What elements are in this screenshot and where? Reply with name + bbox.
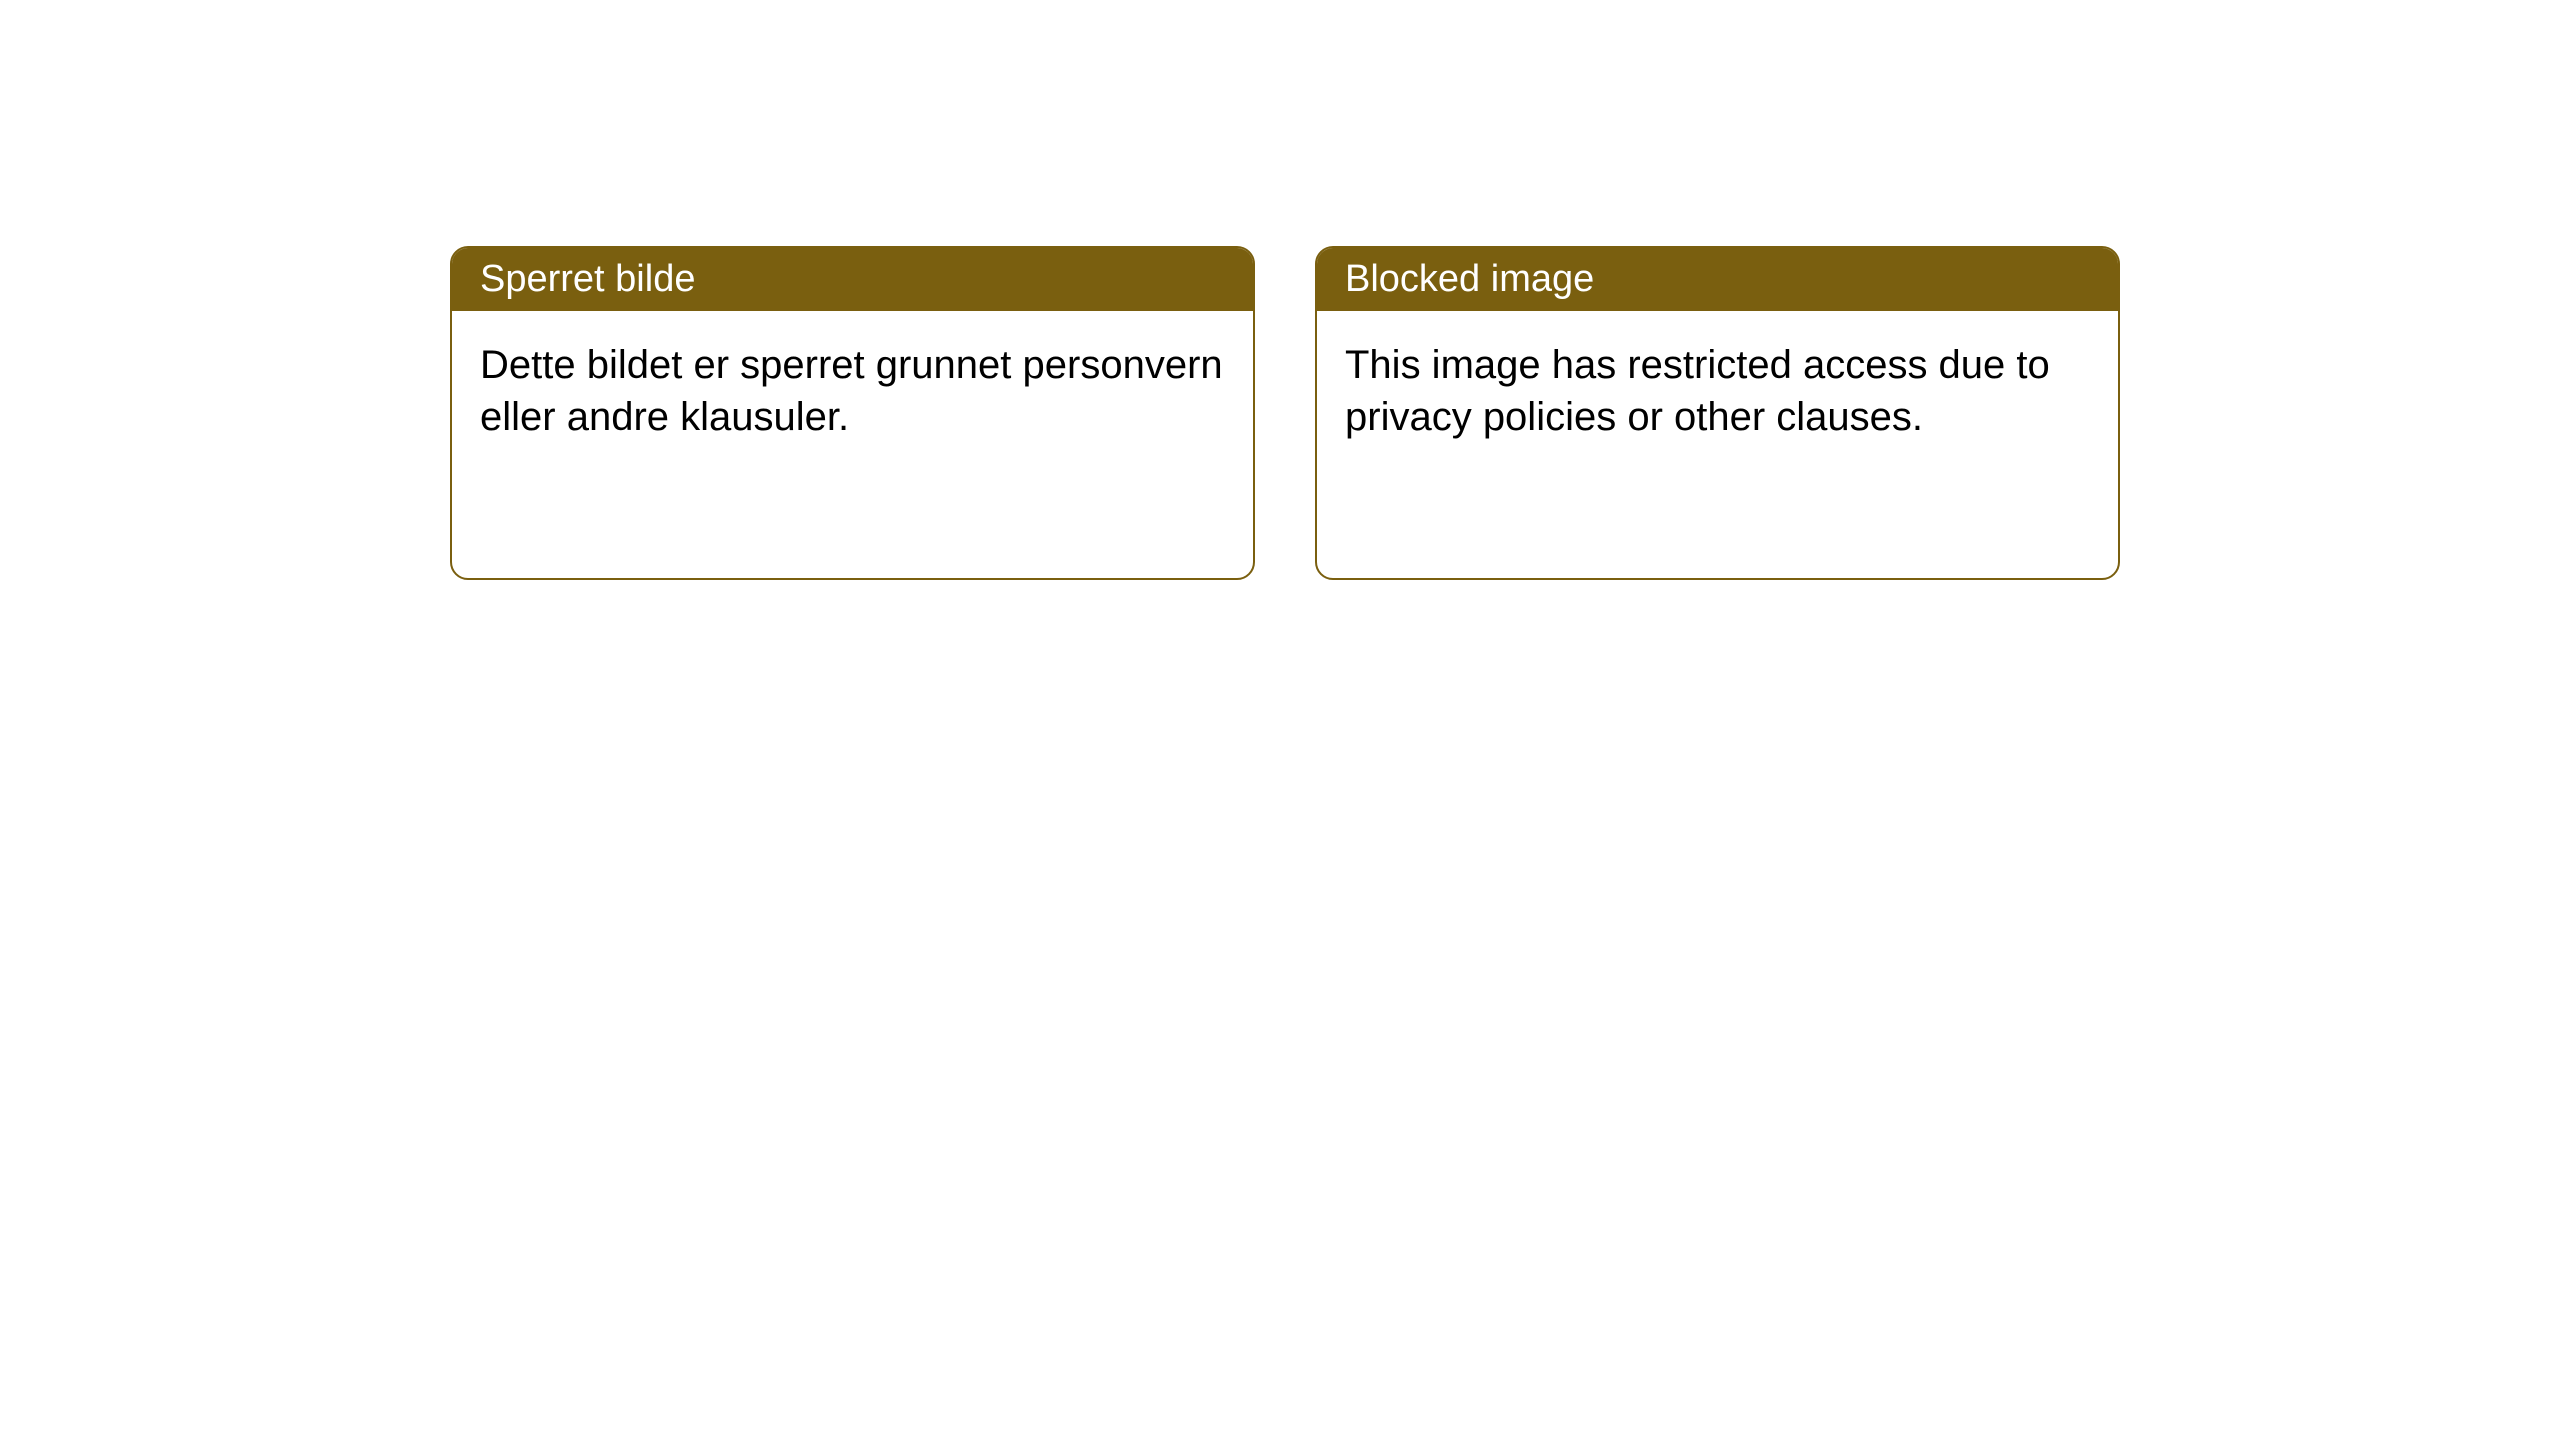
notice-card-norwegian: Sperret bilde Dette bildet er sperret gr… bbox=[450, 246, 1255, 580]
notice-body: Dette bildet er sperret grunnet personve… bbox=[452, 311, 1253, 471]
notice-title: Blocked image bbox=[1317, 248, 2118, 311]
notice-body: This image has restricted access due to … bbox=[1317, 311, 2118, 471]
notice-container: Sperret bilde Dette bildet er sperret gr… bbox=[0, 0, 2560, 580]
notice-title: Sperret bilde bbox=[452, 248, 1253, 311]
notice-card-english: Blocked image This image has restricted … bbox=[1315, 246, 2120, 580]
